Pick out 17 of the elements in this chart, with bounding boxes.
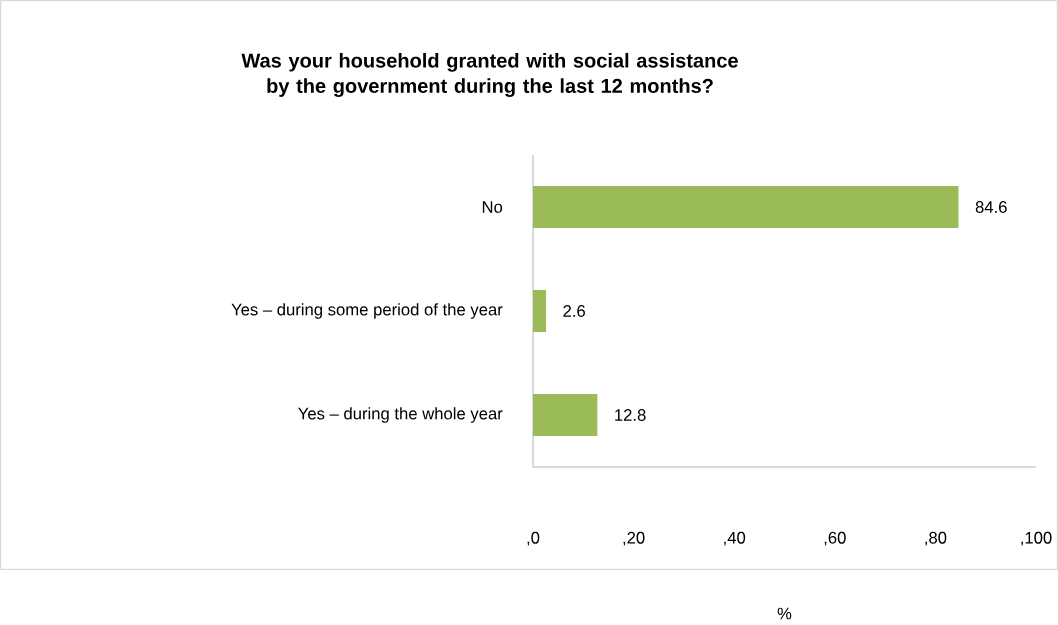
chart-title: Was your household granted with social assistance by the government during the last 12 months? [241,53,738,98]
x-axis-title: % [777,607,792,620]
y-tick-label: Yes – during the whole year [298,407,503,423]
y-tick-label: No [482,201,503,213]
data-label: 2.6 [563,305,585,317]
y-tick-label: Yes – during some period of the year [231,303,503,319]
x-tick-label: ,80 [925,531,947,546]
x-tick-label: ,40 [724,531,746,546]
data-label: 12.8 [615,409,646,421]
x-tick-label: ,20 [623,531,645,546]
x-tick-label: ,100 [1021,531,1052,546]
bar [533,290,547,333]
x-tick-label: ,0 [527,531,540,546]
x-tick-label: ,60 [824,531,846,546]
bar [533,394,598,437]
data-label: 84.6 [975,201,1007,213]
bar [533,186,959,229]
